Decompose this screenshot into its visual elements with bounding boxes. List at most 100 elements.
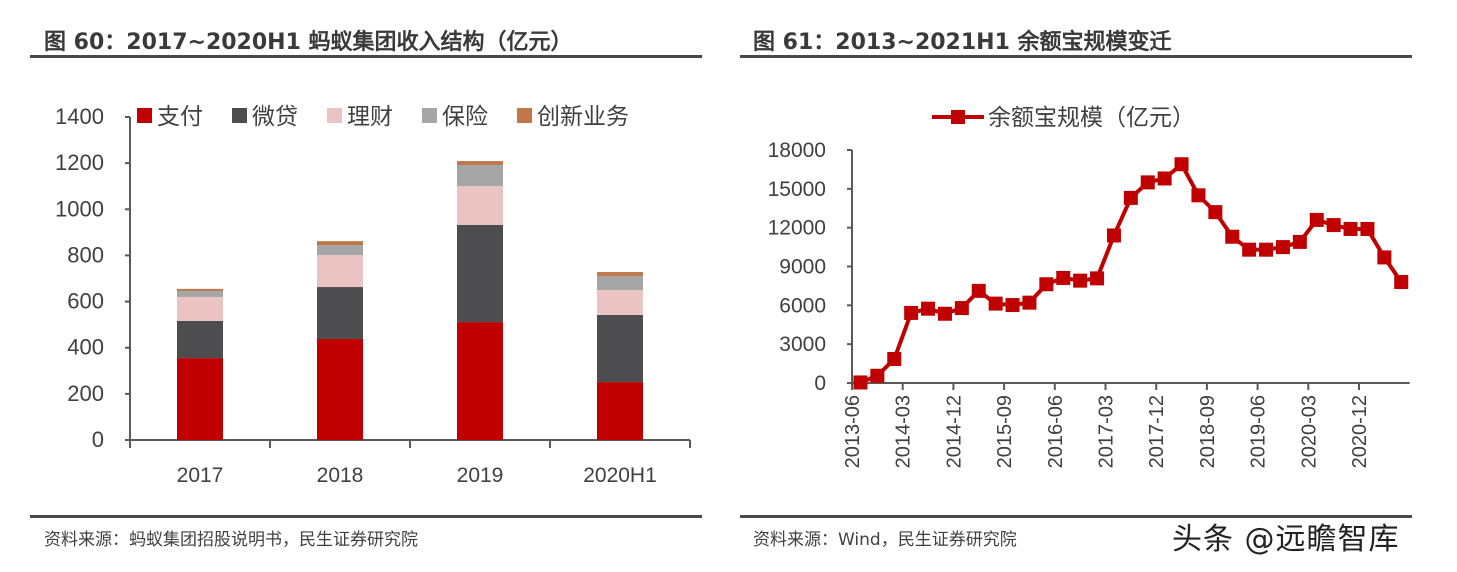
right-chart-title: 图 61：2013~2021H1 余额宝规模变迁 bbox=[753, 30, 1172, 55]
data-point-2020-06 bbox=[1326, 218, 1341, 233]
x-tick-label: 2015-09 bbox=[994, 395, 1016, 468]
legend-label: 余额宝规模（亿元） bbox=[988, 104, 1195, 130]
data-point-2016-09 bbox=[1073, 273, 1088, 288]
data-point-2019-03 bbox=[1242, 242, 1257, 257]
x-tick-label: 2017-03 bbox=[1096, 395, 1118, 468]
bar-segment-2018-理财 bbox=[317, 254, 363, 288]
data-point-2013-09 bbox=[870, 368, 885, 383]
x-tick-label: 2018-09 bbox=[1197, 395, 1219, 468]
bar-segment-2019-保险 bbox=[457, 164, 503, 186]
legend-swatch-3 bbox=[422, 108, 437, 123]
bar-segment-2020H1-理财 bbox=[597, 290, 643, 315]
legend-label: 创新业务 bbox=[537, 103, 629, 129]
data-point-2015-12 bbox=[1022, 295, 1037, 310]
data-point-2020-12 bbox=[1360, 221, 1375, 236]
bar-segment-2018-微贷 bbox=[317, 287, 363, 339]
bar-segment-2018-支付 bbox=[317, 338, 363, 440]
data-point-2015-03 bbox=[971, 283, 986, 298]
data-point-2015-06 bbox=[988, 296, 1003, 311]
bar-segment-2019-理财 bbox=[457, 185, 503, 225]
bar-segment-2020H1-支付 bbox=[597, 382, 643, 440]
y-tick-label: 6000 bbox=[779, 294, 826, 317]
data-point-2015-09 bbox=[1005, 298, 1020, 313]
bar-segment-2018-保险 bbox=[317, 245, 363, 255]
legend-swatch-4 bbox=[517, 108, 532, 123]
data-point-2014-09 bbox=[937, 306, 952, 321]
bar-segment-2017-创新业务 bbox=[177, 288, 223, 291]
bar-segment-2017-理财 bbox=[177, 296, 223, 321]
data-point-2017-12 bbox=[1157, 171, 1172, 186]
legend-label: 理财 bbox=[347, 103, 393, 129]
x-tick-label: 2019 bbox=[457, 464, 504, 487]
x-tick-label: 2020-12 bbox=[1349, 395, 1371, 468]
right-title-rule bbox=[740, 55, 1412, 58]
data-point-2014-03 bbox=[904, 305, 919, 320]
legend-label: 支付 bbox=[157, 103, 203, 129]
x-tick-label: 2017-12 bbox=[1146, 395, 1168, 468]
bar-segment-2020H1-保险 bbox=[597, 275, 643, 291]
legend-swatch-1 bbox=[232, 108, 247, 123]
right-source-note: 资料来源：Wind，民生证券研究院 bbox=[753, 530, 1017, 550]
y-tick-label: 3000 bbox=[779, 333, 826, 356]
x-tick-label: 2014-03 bbox=[893, 395, 915, 468]
bar-segment-2017-微贷 bbox=[177, 320, 223, 359]
data-point-2014-06 bbox=[921, 301, 936, 316]
data-point-2016-03 bbox=[1039, 277, 1054, 292]
x-tick-label: 2020-03 bbox=[1298, 395, 1320, 468]
watermark: 头条 @远瞻智库 bbox=[1172, 522, 1400, 557]
legend-swatch-0 bbox=[137, 108, 152, 123]
legend-label: 保险 bbox=[442, 103, 488, 129]
y-tick-label: 600 bbox=[67, 289, 104, 314]
data-point-2016-06 bbox=[1056, 270, 1071, 285]
bar-segment-2019-支付 bbox=[457, 322, 503, 440]
data-point-2014-12 bbox=[954, 301, 969, 316]
data-point-2018-09 bbox=[1208, 205, 1223, 220]
data-point-2019-09 bbox=[1275, 240, 1290, 255]
data-point-2020-09 bbox=[1343, 221, 1358, 236]
x-tick-label: 2013-06 bbox=[842, 395, 864, 468]
y-tick-label: 200 bbox=[67, 381, 104, 406]
left-source-note: 资料来源：蚂蚁集团招股说明书，民生证券研究院 bbox=[44, 530, 418, 550]
y-tick-label: 0 bbox=[814, 372, 826, 395]
y-tick-label: 400 bbox=[67, 335, 104, 360]
data-point-2020-03 bbox=[1309, 212, 1324, 227]
bar-segment-2018-创新业务 bbox=[317, 241, 363, 246]
data-point-2013-06 bbox=[853, 375, 868, 390]
left-source-rule bbox=[30, 515, 702, 518]
right-source-rule bbox=[740, 515, 1412, 518]
bar-segment-2020H1-微贷 bbox=[597, 314, 643, 383]
data-point-2018-06 bbox=[1191, 188, 1206, 203]
x-tick-label: 2017 bbox=[177, 464, 224, 487]
legend-label: 微贷 bbox=[252, 103, 298, 129]
bar-segment-2017-保险 bbox=[177, 290, 223, 297]
y-tick-label: 12000 bbox=[768, 217, 826, 240]
legend-marker-swatch bbox=[951, 110, 965, 124]
y-tick-label: 800 bbox=[67, 242, 104, 267]
x-tick-label: 2016-06 bbox=[1045, 395, 1067, 468]
data-point-2019-12 bbox=[1292, 234, 1307, 249]
y-tick-label: 1000 bbox=[55, 196, 104, 221]
y-tick-label: 15000 bbox=[768, 178, 826, 201]
x-tick-label: 2018 bbox=[317, 464, 364, 487]
data-point-2017-06 bbox=[1123, 190, 1138, 205]
revenue-structure-chart: 0 200 400 600 800 1000 1200 1400 2017 2018 2019 202… bbox=[55, 103, 691, 487]
y-tick-label: 9000 bbox=[779, 256, 826, 279]
y-tick-label: 1400 bbox=[55, 104, 104, 129]
bar-segment-2017-支付 bbox=[177, 358, 223, 440]
legend-swatch-2 bbox=[327, 108, 342, 123]
data-point-2019-06 bbox=[1259, 242, 1274, 257]
data-point-2021-06 bbox=[1394, 275, 1409, 290]
yuebao-scale-chart: 0 3000 6000 9000 12000 15000 18000 2013-06 2014-… bbox=[768, 104, 1410, 468]
data-point-2018-12 bbox=[1225, 229, 1240, 244]
data-point-2013-12 bbox=[887, 352, 902, 367]
y-tick-label: 1200 bbox=[55, 150, 104, 175]
data-point-2017-09 bbox=[1140, 175, 1155, 190]
y-tick-label: 18000 bbox=[768, 139, 826, 162]
x-tick-label: 2020H1 bbox=[583, 464, 657, 487]
left-title-rule bbox=[30, 55, 702, 58]
data-point-2017-03 bbox=[1106, 228, 1121, 243]
bar-segment-2019-创新业务 bbox=[457, 161, 503, 165]
y-tick-label: 0 bbox=[92, 427, 104, 452]
bar-segment-2019-微贷 bbox=[457, 224, 503, 323]
data-point-2016-12 bbox=[1090, 271, 1105, 286]
